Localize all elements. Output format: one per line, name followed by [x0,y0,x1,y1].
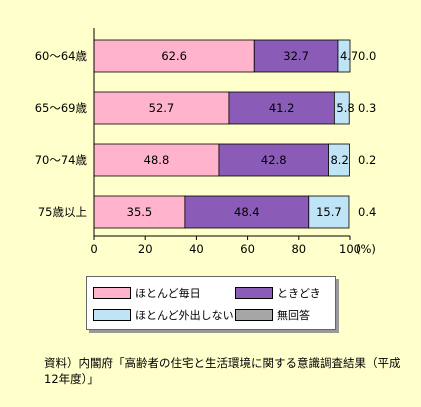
x-tick-label-1: 20 [138,242,153,256]
value-label-rarely-0: 4.7 [340,49,358,63]
legend-swatch-no-answer [235,309,273,321]
legend-item-daily: ほとんど毎日 [93,285,201,301]
x-tick-label-3: 60 [240,242,255,256]
bar-daily-3 [93,195,186,229]
source-note: 資料）内閣府「高齢者の住宅と生活環境に関する意識調査結果（平成12年度）」 [44,356,401,386]
legend-label-rarely: ほとんど外出しない [135,309,234,322]
value-label-rarely-3: 15.7 [316,205,342,219]
x-tick-label-5: 100 [339,242,361,256]
category-label-3: 75歳以上 [38,205,87,219]
value-label-daily-3: 35.5 [127,205,153,219]
bar-sometimes-1 [228,91,335,125]
bar-sometimes-2 [218,143,329,177]
value-label-no-answer-1: 0.3 [358,101,376,115]
value-label-sometimes-2: 42.8 [261,153,287,167]
bar-rarely-2 [328,143,350,177]
x-axis-unit: (%) [356,242,376,256]
category-label-1: 65～69歳 [35,101,88,115]
bar-rarely-0 [337,39,351,73]
value-label-rarely-1: 5.8 [336,101,354,115]
legend: ほとんど毎日 ときどき ほとんど外出しない 無回答 [86,276,336,330]
value-label-rarely-2: 8.2 [330,153,348,167]
bar-daily-1 [93,91,230,125]
legend-swatch-daily [93,287,131,299]
value-label-no-answer-0: 0.0 [358,49,376,63]
legend-label-sometimes: ときどき [277,287,321,300]
value-label-sometimes-3: 48.4 [234,205,260,219]
bar-daily-0 [93,39,255,73]
legend-swatch-rarely [93,309,131,321]
bar-rarely-3 [308,195,350,229]
value-label-sometimes-1: 41.2 [269,101,295,115]
bar-sometimes-0 [253,39,339,73]
bar-sometimes-3 [184,195,310,229]
x-tick-label-0: 0 [90,242,97,256]
value-label-no-answer-3: 0.4 [358,205,376,219]
value-label-sometimes-0: 32.7 [283,49,309,63]
value-label-daily-2: 48.8 [144,153,170,167]
x-tick-label-2: 40 [189,242,204,256]
legend-label-daily: ほとんど毎日 [135,287,201,300]
value-label-no-answer-2: 0.2 [358,153,376,167]
legend-label-no-answer: 無回答 [277,309,310,322]
legend-item-no-answer: 無回答 [235,307,310,323]
bar-rarely-1 [333,91,350,125]
legend-swatch-sometimes [235,287,273,299]
value-label-daily-1: 52.7 [149,101,175,115]
category-label-0: 60～64歳 [35,49,88,63]
x-tick-label-4: 80 [291,242,306,256]
bar-daily-2 [93,143,220,177]
chart: 62.6 32.7 4.7 0.0 60～64歳 52.7 41.2 5.8 0.3 65～69歳… [35,28,376,256]
legend-item-rarely: ほとんど外出しない [93,307,234,323]
value-label-daily-0: 62.6 [161,49,187,63]
legend-item-sometimes: ときどき [235,285,321,301]
category-label-2: 70～74歳 [35,153,88,167]
